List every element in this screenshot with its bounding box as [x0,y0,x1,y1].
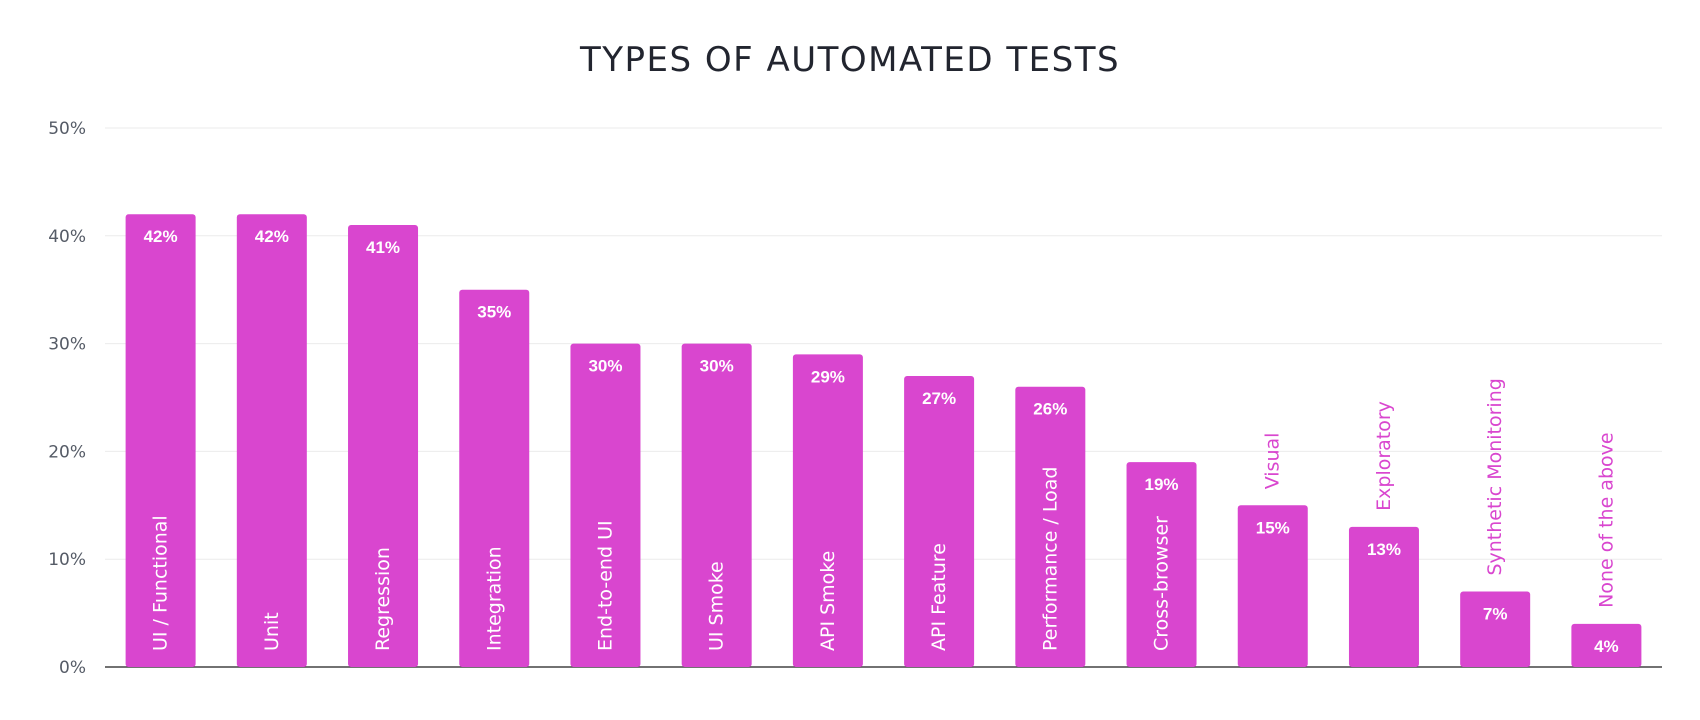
y-tick-label: 0% [59,658,86,678]
bar [1126,462,1197,667]
category-label: UI / Functional [150,515,172,651]
bar [348,225,419,667]
y-tick-label: 20% [48,442,86,462]
data-label: 19% [1145,475,1179,494]
data-label: 35% [477,303,511,322]
category-label: API Feature [928,543,950,651]
y-tick-label: 10% [48,550,86,570]
data-label: 30% [700,357,734,376]
category-label: End-to-end UI [594,520,616,651]
category-label: Exploratory [1373,401,1395,511]
category-label: UI Smoke [706,561,728,651]
bar [1015,386,1086,667]
category-label: Unit [261,612,283,651]
y-tick-label: 40% [48,227,86,247]
bar [1571,623,1642,667]
data-label: 4% [1594,637,1619,656]
category-label: Performance / Load [1039,467,1061,651]
bar [125,214,196,668]
category-label: None of the above [1595,432,1617,607]
category-label: API Smoke [817,551,839,651]
category-label: Regression [372,547,394,651]
data-label: 30% [588,357,622,376]
bar [1348,526,1419,667]
y-tick-label: 30% [48,335,86,355]
bar [904,375,975,667]
bar [1237,505,1308,667]
data-label: 29% [811,367,845,386]
data-label: 26% [1033,400,1067,419]
data-label: 42% [144,227,178,246]
category-label: Synthetic Monitoring [1484,378,1506,575]
bar [1460,591,1531,667]
data-label: 27% [922,389,956,408]
bar [681,343,752,667]
bar [459,289,530,667]
bar [236,214,307,668]
chart-title: TYPES OF AUTOMATED TESTS [579,40,1121,80]
category-label: Integration [483,546,505,651]
bar [570,343,641,667]
category-label: Cross-browser [1151,516,1173,651]
y-tick-label: 50% [48,119,86,139]
bar [792,354,863,667]
category-label: Visual [1262,433,1284,490]
data-label: 41% [366,238,400,257]
data-label: 42% [255,227,289,246]
data-label: 7% [1483,605,1508,624]
data-label: 15% [1256,518,1290,537]
data-label: 13% [1367,540,1401,559]
